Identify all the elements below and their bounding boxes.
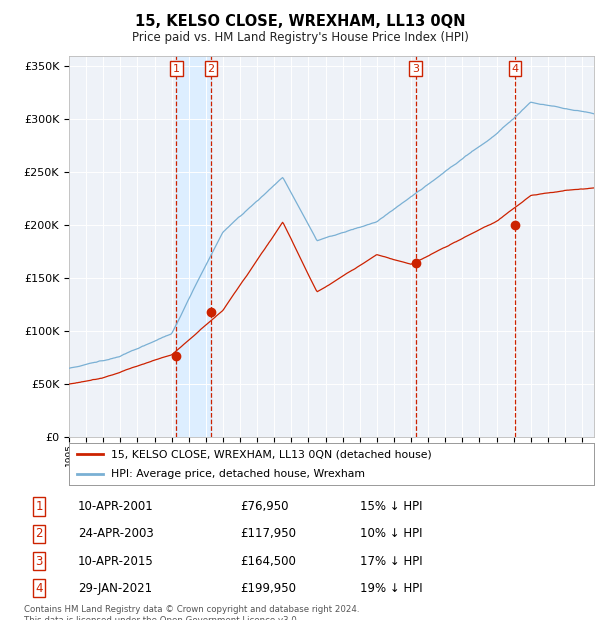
Text: 15% ↓ HPI: 15% ↓ HPI [360,500,422,513]
Text: 17% ↓ HPI: 17% ↓ HPI [360,555,422,567]
Text: £199,950: £199,950 [240,582,296,595]
Text: 10-APR-2001: 10-APR-2001 [78,500,154,513]
Text: £164,500: £164,500 [240,555,296,567]
Text: 19% ↓ HPI: 19% ↓ HPI [360,582,422,595]
Text: £76,950: £76,950 [240,500,289,513]
Bar [176,56,211,437]
Text: Contains HM Land Registry data © Crown copyright and database right 2024.
This d: Contains HM Land Registry data © Crown c… [24,605,359,620]
Text: 4: 4 [511,63,518,74]
Text: 10-APR-2015: 10-APR-2015 [78,555,154,567]
Text: 3: 3 [412,63,419,74]
Text: HPI: Average price, detached house, Wrexham: HPI: Average price, detached house, Wrex… [111,469,365,479]
Text: 15, KELSO CLOSE, WREXHAM, LL13 0QN: 15, KELSO CLOSE, WREXHAM, LL13 0QN [135,14,465,29]
Text: 1: 1 [35,500,43,513]
Text: 10% ↓ HPI: 10% ↓ HPI [360,528,422,540]
Text: 29-JAN-2021: 29-JAN-2021 [78,582,152,595]
Text: 3: 3 [35,555,43,567]
Text: 15, KELSO CLOSE, WREXHAM, LL13 0QN (detached house): 15, KELSO CLOSE, WREXHAM, LL13 0QN (deta… [111,450,432,459]
Text: £117,950: £117,950 [240,528,296,540]
Text: 24-APR-2003: 24-APR-2003 [78,528,154,540]
Text: 2: 2 [208,63,215,74]
Text: 2: 2 [35,528,43,540]
Text: 4: 4 [35,582,43,595]
Text: Price paid vs. HM Land Registry's House Price Index (HPI): Price paid vs. HM Land Registry's House … [131,31,469,44]
Text: 1: 1 [173,63,180,74]
